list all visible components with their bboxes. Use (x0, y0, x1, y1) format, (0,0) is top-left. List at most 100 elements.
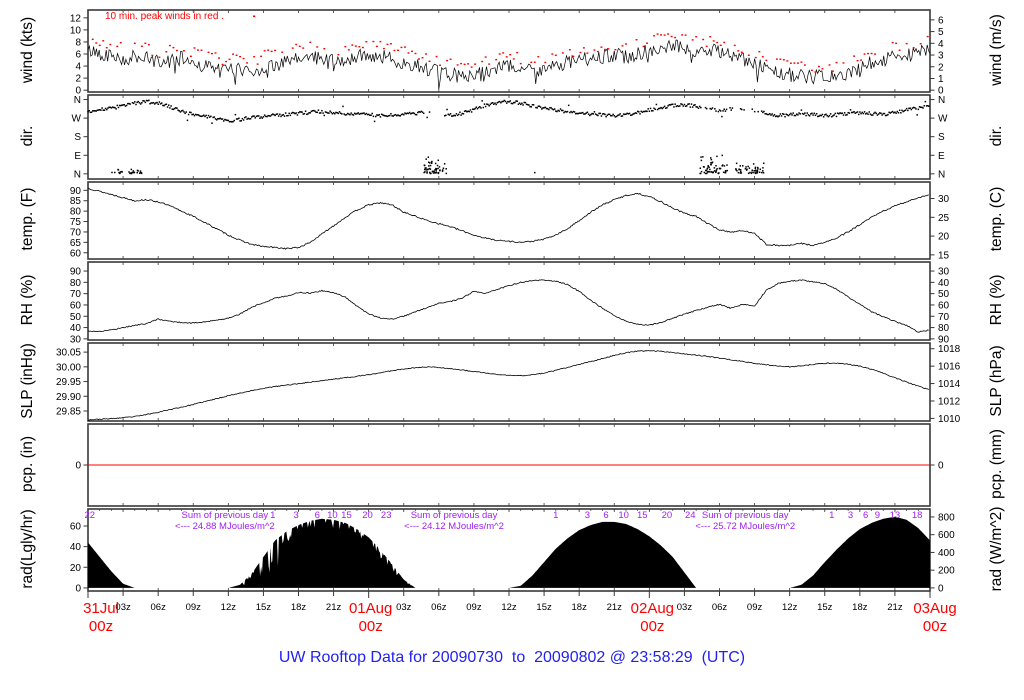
dir-point (434, 168, 436, 171)
dir-point (227, 119, 230, 122)
dir-point (119, 172, 121, 175)
x-tick-label: 12z (221, 602, 237, 613)
dir-point (152, 101, 155, 104)
dir-point (798, 112, 800, 114)
dir-point (813, 112, 816, 115)
dir-point (286, 114, 288, 117)
y-tick-label-left: 0 (75, 583, 81, 594)
dir-point (424, 171, 426, 173)
dir-point (578, 112, 580, 114)
dir-point (199, 115, 202, 117)
dir-point (538, 105, 541, 107)
dir-point (716, 168, 718, 170)
dir-point (217, 118, 219, 120)
peak-wind-dot (470, 66, 473, 68)
dir-point (308, 112, 310, 114)
dir-point (821, 113, 824, 116)
dir-point (695, 106, 697, 108)
dir-point (883, 112, 886, 115)
dir-point (255, 115, 258, 118)
dir-point (747, 165, 749, 168)
y-tick-label-left: 29.90 (56, 392, 81, 403)
dir-point (226, 119, 228, 122)
rad-sum-value: <--- 24.12 MJoules/m^2 (404, 521, 504, 532)
dir-point (182, 109, 184, 112)
dir-point (840, 112, 842, 115)
dir-point (528, 104, 530, 106)
y-tick-label-left: 20 (70, 563, 82, 574)
date-label: 00z (640, 618, 664, 635)
dir-point (274, 114, 276, 117)
dir-point (702, 156, 704, 158)
dir-point (545, 107, 548, 110)
dir-point (107, 107, 109, 109)
dir-point (293, 112, 295, 114)
y-tick-label-left: 60 (70, 248, 82, 259)
dir-point (784, 115, 786, 118)
dir-point (842, 114, 845, 116)
dir-point (654, 108, 656, 111)
dir-point (437, 172, 440, 175)
dir-point (514, 101, 516, 104)
dir-point (882, 112, 885, 115)
peak-wind-dot (151, 54, 154, 57)
dir-point (479, 105, 481, 108)
dir-point (399, 115, 402, 117)
dir-point (707, 165, 709, 167)
peak-wind-dot (568, 49, 571, 51)
y-tick-label-left: S (74, 132, 81, 143)
dir-point (812, 114, 814, 116)
dir-point (144, 101, 147, 104)
y-tick-label-left: 30.05 (56, 348, 81, 359)
dir-point (914, 106, 916, 109)
dir-point (283, 115, 286, 117)
dir-point (902, 110, 904, 113)
peak-wind-dot (779, 58, 782, 60)
dir-point (839, 112, 841, 114)
dir-point (443, 163, 446, 165)
dir-point (439, 169, 441, 172)
dir-point (741, 108, 743, 111)
dir-point (434, 162, 437, 165)
dir-point (890, 111, 893, 114)
dir-point (719, 110, 722, 112)
peak-wind-dot (544, 61, 547, 64)
dir-point (125, 104, 128, 107)
dir-point (711, 162, 713, 164)
peak-wind-dot (586, 52, 589, 54)
dir-point (212, 116, 214, 119)
dir-point (374, 115, 377, 118)
peak-wind-dot (91, 38, 94, 41)
y-tick-label-left: 70 (70, 227, 82, 238)
dir-point (866, 112, 868, 114)
dir-point (735, 168, 737, 171)
dir-point (515, 100, 517, 102)
peak-wind-dot (642, 45, 645, 48)
dir-point (531, 104, 534, 106)
dir-point (767, 113, 770, 116)
dir-point (323, 114, 326, 117)
dir-point (536, 107, 538, 109)
dir-point (815, 112, 818, 115)
rad-cumulative-marker: 15 (341, 510, 352, 521)
dir-point (869, 113, 872, 115)
dir-point (309, 112, 311, 114)
dir-point (304, 110, 307, 112)
peak-wind-example-dot (253, 15, 256, 18)
peak-wind-dot (684, 34, 687, 36)
dir-point (714, 108, 716, 110)
dir-point (624, 113, 626, 116)
dir-point (189, 111, 191, 113)
rad-cumulative-marker: 9 (875, 510, 880, 521)
dir-point (229, 120, 232, 123)
x-tick-label: 03z (396, 602, 412, 613)
x-tick-label: 18z (852, 602, 868, 613)
dir-point (755, 170, 757, 172)
y-tick-label-left: 8 (75, 37, 81, 48)
dir-point (580, 112, 583, 114)
dir-point (917, 108, 920, 111)
dir-point (288, 112, 290, 115)
dir-point (903, 110, 906, 112)
dir-point (378, 114, 380, 116)
peak-wind-dot (414, 52, 417, 55)
